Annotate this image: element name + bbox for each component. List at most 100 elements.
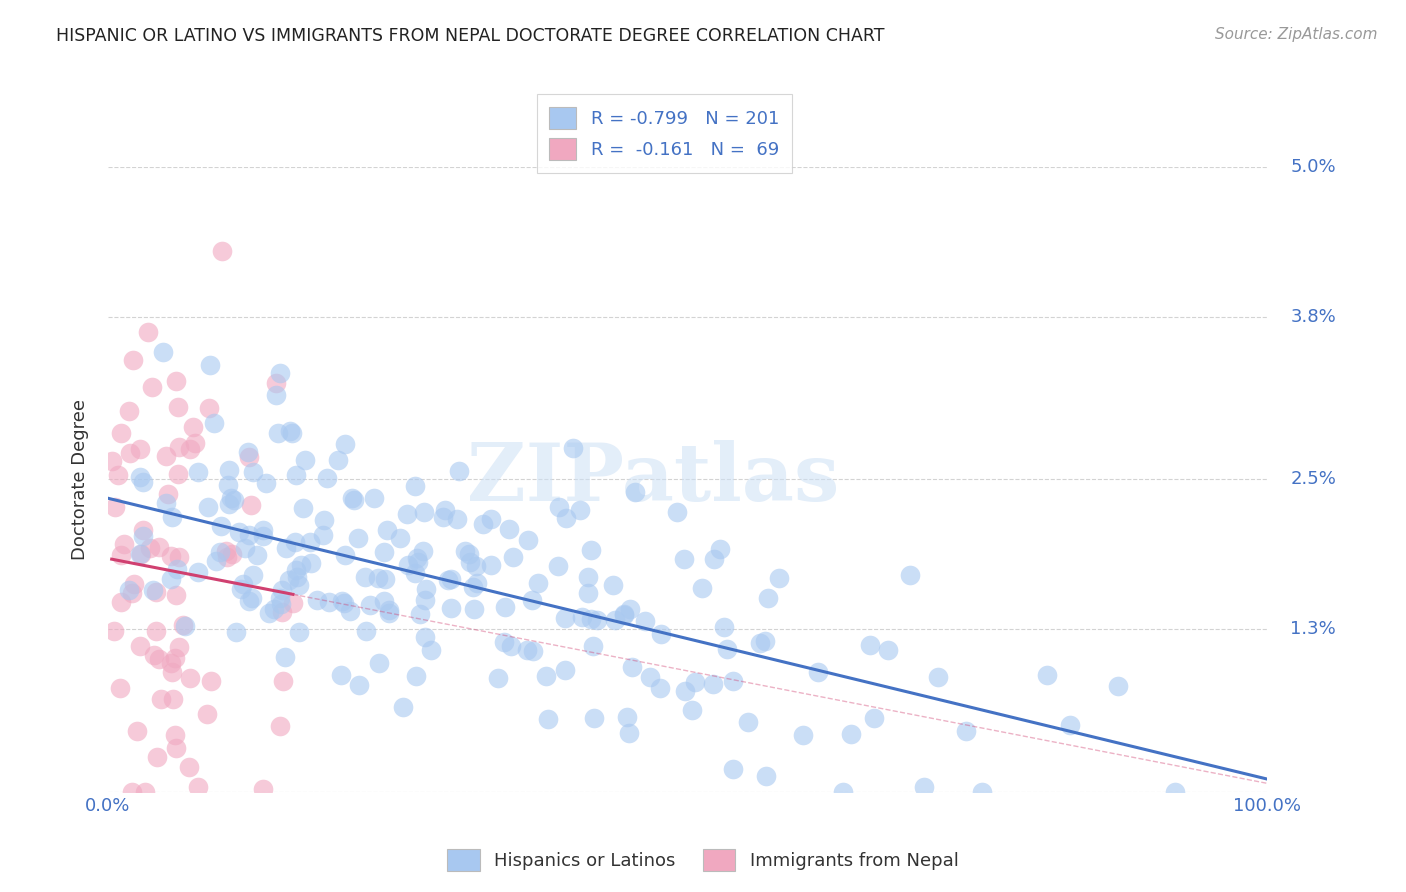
Point (723, 762, 745, 776)
Point (716, 641, 738, 656)
Point (148, 652, 170, 666)
Point (683, 675, 706, 690)
Point (271, 582, 294, 597)
Point (179, 671, 201, 685)
Point (648, 681, 671, 696)
Point (460, 555, 482, 569)
Point (233, 541, 256, 556)
Point (278, 425, 301, 439)
Point (152, 345, 174, 359)
Point (537, 712, 560, 726)
Point (342, 492, 364, 507)
Point (406, 551, 429, 566)
Point (356, 624, 378, 639)
Point (522, 644, 544, 658)
Point (479, 512, 502, 526)
Point (288, 577, 311, 591)
Point (463, 601, 485, 615)
Point (281, 425, 304, 440)
Point (156, 487, 179, 501)
Point (267, 425, 290, 440)
Legend: R = -0.799   N = 201, R =  -0.161   N =  69: R = -0.799 N = 201, R = -0.161 N = 69 (537, 95, 792, 173)
Point (454, 544, 477, 558)
Point (179, 759, 201, 773)
Point (121, 586, 143, 600)
Text: 2.5%: 2.5% (1291, 470, 1336, 488)
Point (582, 711, 605, 725)
Point (461, 581, 484, 595)
Point (536, 669, 558, 683)
Point (898, 568, 921, 582)
Point (367, 571, 389, 585)
Point (479, 558, 502, 573)
Point (492, 634, 515, 648)
Point (252, 529, 274, 543)
Text: HISPANIC OR LATINO VS IMMIGRANTS FROM NEPAL DOCTORATE DEGREE CORRELATION CHART: HISPANIC OR LATINO VS IMMIGRANTS FROM NE… (56, 27, 884, 45)
Point (229, 582, 252, 596)
Point (330, 594, 353, 608)
Point (792, 728, 814, 742)
Point (242, 465, 264, 479)
Point (433, 503, 456, 517)
Point (214, 544, 236, 558)
Point (155, 496, 177, 510)
Point (404, 566, 426, 580)
Point (555, 511, 578, 525)
Point (197, 500, 219, 514)
Point (129, 547, 152, 561)
Point (167, 640, 190, 654)
Point (807, 665, 830, 680)
Point (569, 503, 592, 517)
Point (129, 442, 152, 457)
Point (142, 582, 165, 597)
Point (236, 444, 259, 458)
Point (134, 785, 156, 799)
Point (165, 374, 187, 388)
Point (273, 649, 295, 664)
Point (494, 600, 516, 615)
Point (498, 522, 520, 536)
Point (554, 663, 576, 677)
Point (100, 453, 122, 467)
Point (183, 420, 205, 434)
Point (299, 556, 322, 570)
Point (118, 446, 141, 460)
Point (288, 625, 311, 640)
Point (274, 541, 297, 556)
Point (359, 598, 381, 612)
Point (290, 558, 312, 572)
Point (650, 627, 672, 641)
Point (723, 674, 745, 689)
Point (218, 462, 240, 476)
Point (166, 400, 188, 414)
Point (132, 475, 155, 490)
Point (373, 594, 395, 608)
Point (617, 726, 640, 740)
Point (254, 476, 277, 491)
Point (488, 671, 510, 685)
Point (328, 453, 350, 467)
Point (754, 633, 776, 648)
Point (621, 660, 644, 674)
Point (378, 607, 401, 621)
Point (298, 534, 321, 549)
Point (703, 552, 725, 566)
Legend: Hispanics or Latinos, Immigrants from Nepal: Hispanics or Latinos, Immigrants from Ne… (440, 842, 966, 879)
Point (205, 554, 228, 568)
Point (238, 450, 260, 464)
Point (619, 602, 641, 616)
Point (673, 684, 696, 698)
Point (284, 534, 307, 549)
Point (162, 691, 184, 706)
Point (242, 568, 264, 582)
Point (839, 727, 862, 741)
Point (335, 548, 357, 562)
Point (616, 709, 638, 723)
Point (395, 507, 418, 521)
Point (1059, 718, 1081, 732)
Y-axis label: Doctorate Degree: Doctorate Degree (72, 399, 89, 559)
Point (148, 540, 170, 554)
Point (132, 529, 155, 543)
Point (831, 785, 853, 799)
Point (228, 524, 250, 539)
